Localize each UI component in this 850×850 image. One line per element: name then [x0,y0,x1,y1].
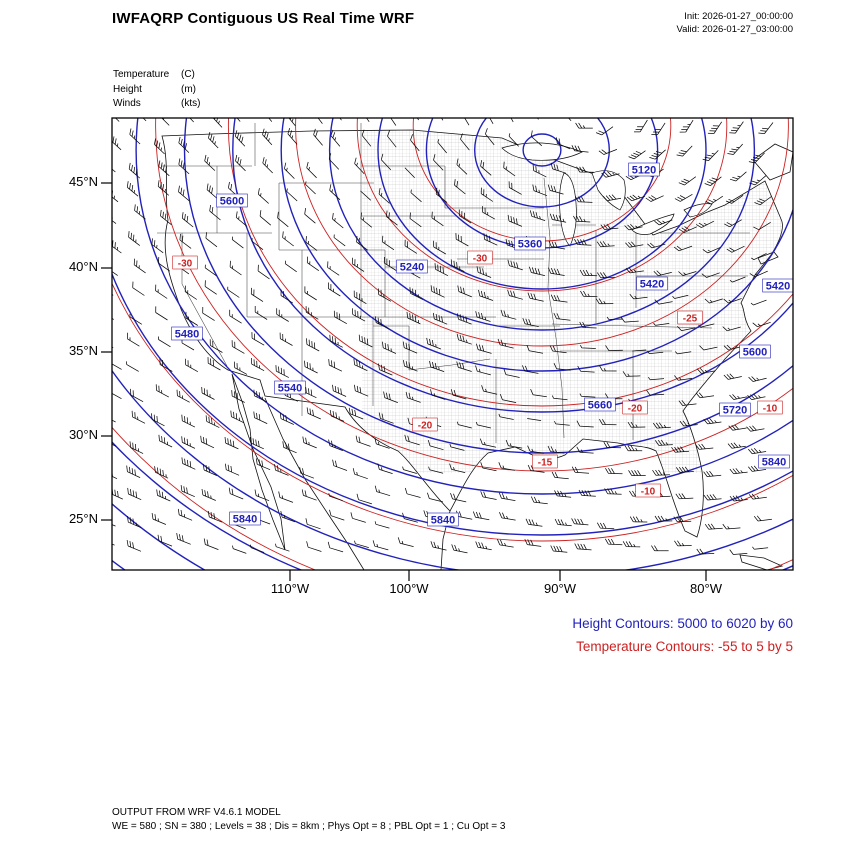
contour-label: 5840 [762,457,786,469]
contour-label: 5240 [400,262,424,274]
contour-label: -20 [418,421,433,432]
contour-label: 5600 [220,196,244,208]
footer-block: OUTPUT FROM WRF V4.6.1 MODEL WE = 580 ; … [112,806,505,833]
temperature-contour-note: Temperature Contours: -55 to 5 by 5 [576,639,793,654]
plot-title: IWFAQRP Contiguous US Real Time WRF [112,10,415,27]
valid-time: Valid: 2026-01-27_03:00:00 [676,24,793,35]
y-axis-label: 35°N [68,343,98,358]
contour-label: -10 [641,487,656,498]
contour-label: 5600 [743,347,767,359]
legend-winds-name: Winds [113,98,141,109]
contour-label: -30 [473,254,488,265]
contour-label: 5360 [518,239,542,251]
lake-superior [501,142,583,161]
x-axis-label: 110°W [270,581,310,596]
legend-temperature-name: Temperature [113,69,170,80]
lake-michigan [559,172,577,247]
y-axis-label: 30°N [68,427,98,442]
legend-row-winds: Winds (kts) [113,97,200,112]
height-contour-note: Height Contours: 5000 to 6020 by 60 [572,616,793,631]
x-axis-label: 80°W [690,581,722,596]
contour-label: -20 [628,404,643,415]
legend-temperature-unit: (C) [181,69,195,80]
y-axis-label: 45°N [68,174,98,189]
contour-label: 5840 [431,515,455,527]
x-axis-label: 100°W [389,581,429,596]
legend-row-height: Height (m) [113,83,200,98]
contour-label: 5420 [766,281,790,293]
cuba-outline [739,554,784,570]
legend-height-unit: (m) [181,83,196,95]
weather-map: -30 -30 -25 -20 -20 -15 -10 -10 5600 5120 5360 5240… [101,117,794,581]
contour-label: 5540 [278,383,302,395]
lake-erie [631,213,675,235]
axis-ticks [101,182,707,581]
legend-winds-unit: (kts) [181,98,201,109]
legend-height-name: Height [113,83,142,95]
footer-model-version: OUTPUT FROM WRF V4.6.1 MODEL [112,807,281,818]
init-time: Init: 2026-01-27_00:00:00 [684,11,793,22]
field-legend: Temperature (C) Height (m) Winds (kts) [113,68,200,112]
footer-model-config: WE = 580 ; SN = 380 ; Levels = 38 ; Dis … [112,820,506,832]
legend-row-temperature: Temperature (C) [113,68,200,83]
contour-label: 5480 [175,329,199,341]
contour-label: -15 [538,458,553,469]
contour-label: -10 [763,404,778,415]
maritimes-outline [752,143,793,265]
contour-labels: -30 -30 -25 -20 -20 -15 -10 -10 5600 5120 5360 5240… [171,162,793,527]
temperature-contours [112,118,793,570]
contour-label: 5120 [632,165,656,177]
map-frame [111,117,794,571]
contour-label: -30 [178,259,193,270]
contour-label: 5660 [588,400,612,412]
base-map-geography [157,123,793,570]
y-axis-label: 25°N [68,511,98,526]
x-axis-label: 90°W [544,581,576,596]
y-axis-label: 40°N [68,259,98,274]
wind-barbs [112,118,774,555]
contour-label: 5720 [723,405,747,417]
contour-label: 5420 [640,279,664,291]
contour-label: -25 [683,314,698,325]
contour-label: 5840 [233,514,257,526]
init-valid-block: Init: 2026-01-27_00:00:00 Valid: 2026-01… [676,10,793,36]
